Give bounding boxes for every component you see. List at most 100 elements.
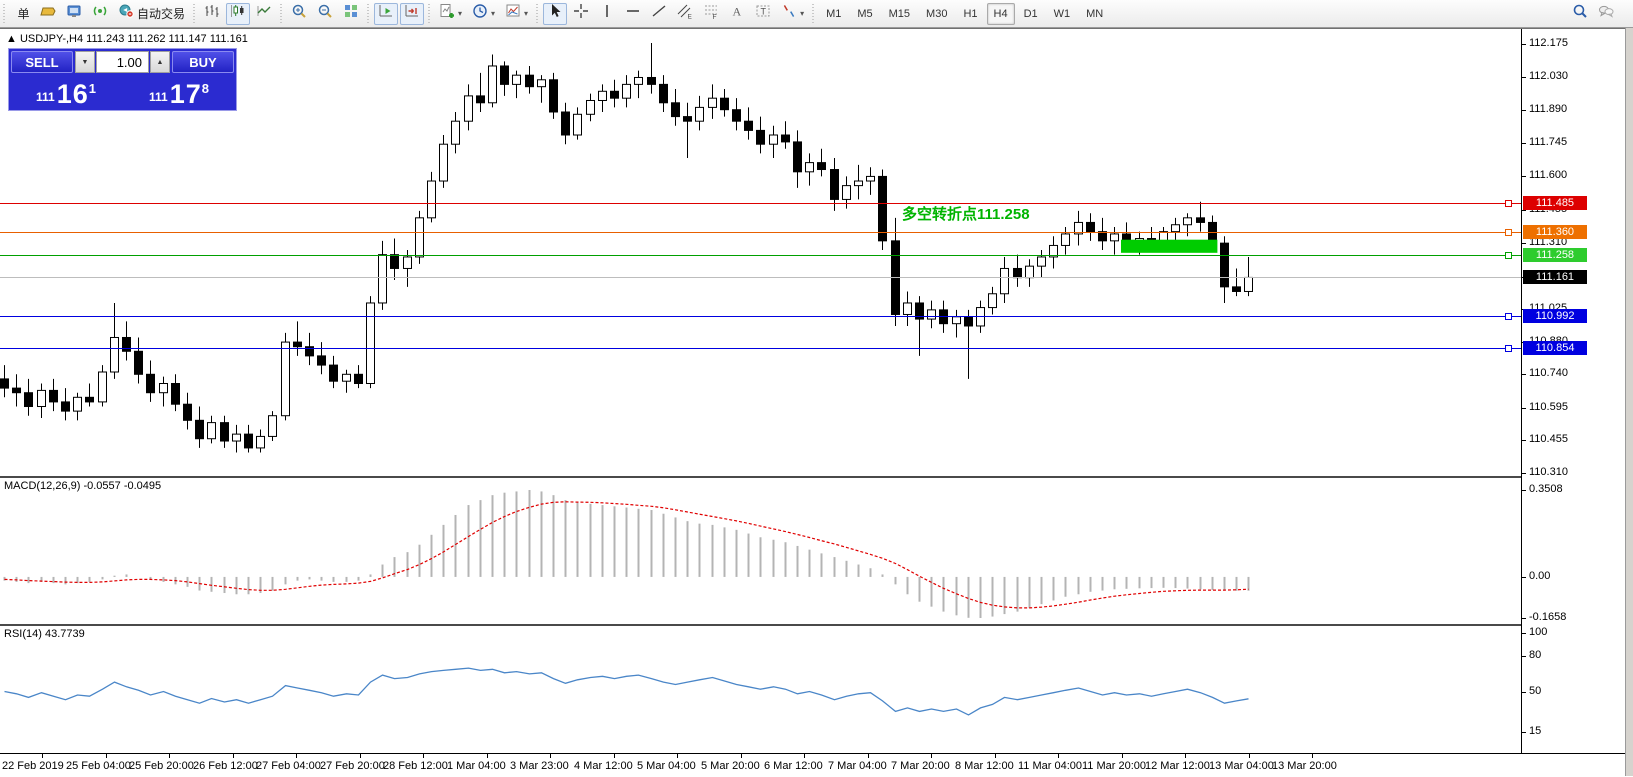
macd-pane[interactable] (0, 478, 1521, 624)
macd-label: MACD(12,26,9) -0.0557 -0.0495 (4, 480, 162, 492)
timeframe-w1-button[interactable]: W1 (1053, 7, 1071, 20)
time-tick-label: 6 Mar 12:00 (764, 760, 823, 772)
buy-price-prefix: 111 (149, 90, 168, 104)
template-icon (505, 3, 521, 24)
sell-price-display[interactable]: 111 16 1 (11, 75, 121, 108)
time-tick (1122, 754, 1123, 758)
timeframe-m5-button[interactable]: M5 (857, 7, 873, 20)
buy-button[interactable]: BUY (172, 51, 234, 73)
pane-separator[interactable] (0, 476, 1625, 478)
zoom-in-button[interactable] (287, 3, 311, 25)
crosshair-icon (573, 3, 589, 24)
sell-price-big: 16 (56, 79, 89, 109)
timeframe-h4-button[interactable]: H4 (986, 2, 1015, 25)
timeframe-h1-button[interactable]: H1 (963, 7, 978, 20)
price-badge: 111.258 (1523, 248, 1587, 262)
time-tick (169, 754, 170, 758)
time-tick-label: 13 Mar 20:00 (1272, 760, 1337, 772)
signals-button[interactable] (88, 3, 112, 25)
auto-scroll-button[interactable] (374, 2, 399, 25)
axis-tick-label: 0.00 (1529, 570, 1551, 582)
price-axis[interactable]: 112.175 112.030 111.890 111.745 111.600 111.4… (1521, 29, 1625, 753)
axis-tick (1522, 618, 1526, 619)
vline-icon (599, 3, 615, 24)
dropdown-caret-icon: ▾ (800, 9, 805, 18)
axis-tick (1522, 374, 1526, 375)
time-tick (233, 754, 234, 758)
search-button[interactable] (1568, 3, 1592, 25)
time-tick (296, 754, 297, 758)
axis-tick-label: 110.595 (1529, 401, 1568, 413)
line-chart-mode-button[interactable] (252, 3, 276, 25)
chart-shift-button[interactable] (400, 2, 425, 25)
time-tick (1249, 754, 1250, 758)
bar-chart-mode-button[interactable] (200, 3, 224, 25)
timeframe-mn-button[interactable]: MN (1086, 7, 1104, 20)
chat-button[interactable] (1594, 3, 1618, 25)
text-label-tool-button[interactable]: T (751, 3, 775, 25)
sell-button[interactable]: SELL (11, 51, 73, 73)
candlesticks (0, 42, 1253, 453)
timeframe-d1-button[interactable]: D1 (1023, 7, 1038, 20)
rsi-pane[interactable] (0, 626, 1521, 753)
timeframe-m30-button[interactable]: M30 (926, 7, 948, 20)
indicators-button[interactable]: ▾ (435, 3, 466, 25)
autotrade-icon (118, 3, 134, 24)
time-tick-label: 7 Mar 04:00 (828, 760, 887, 772)
toolbar-grip (192, 3, 198, 24)
timeframe-m15-button[interactable]: M15 (888, 7, 911, 20)
price-badge: 110.854 (1523, 341, 1587, 355)
pivot-annotation[interactable]: 多空转折点111.258 (902, 206, 1030, 223)
dropdown-caret-icon: ▾ (458, 9, 463, 18)
time-tick (1058, 754, 1059, 758)
arrows-tool-button[interactable]: ▾ (777, 3, 808, 25)
new-order-button[interactable]: 单 (17, 7, 30, 21)
clock-icon (472, 3, 488, 24)
axis-tick (1522, 176, 1526, 177)
line-handle (1505, 200, 1512, 207)
pane-separator[interactable] (0, 624, 1625, 626)
dropdown-caret-icon: ▾ (491, 9, 496, 18)
market-watch-button[interactable] (62, 3, 86, 25)
price-pane[interactable] (0, 31, 1521, 476)
volume-decrease-button[interactable]: ▼ (75, 51, 95, 73)
periods-button[interactable]: ▾ (468, 3, 499, 25)
zoom-out-button[interactable] (313, 3, 337, 25)
tile-windows-button[interactable] (339, 3, 363, 25)
crosshair-tool-button[interactable] (569, 3, 593, 25)
time-tick (677, 754, 678, 758)
horizontal-line-tool-button[interactable] (621, 3, 645, 25)
toolbar-grip (366, 3, 372, 24)
time-axis[interactable]: 22 Feb 2019 25 Feb 04:00 25 Feb 20:00 26 Fe… (0, 753, 1625, 777)
channel-icon: E (677, 3, 693, 24)
timeframe-m1-button[interactable]: M1 (826, 7, 842, 20)
vertical-line-tool-button[interactable] (595, 3, 619, 25)
axis-tick-label: 110.310 (1529, 466, 1568, 478)
arrows-icon (781, 3, 797, 24)
fibonacci-tool-button[interactable]: F (699, 3, 723, 25)
time-tick (42, 754, 43, 758)
volume-input[interactable]: 1.00 (96, 51, 149, 73)
price-badge: 110.992 (1523, 309, 1587, 323)
axis-tick-label: 15 (1529, 725, 1542, 737)
time-tick (741, 754, 742, 758)
symbol-ohlc-info: ▲ USDJPY-,H4 111.243 111.262 111.147 111… (6, 33, 248, 45)
signal-icon (92, 3, 108, 24)
volume-increase-button[interactable]: ▲ (150, 51, 170, 73)
one-click-trading-panel: SELL ▼ 1.00 ▲ BUY 111 16 1 111 17 8 (8, 48, 237, 111)
chart-window[interactable]: ▲ USDJPY-,H4 111.243 111.262 111.147 111… (0, 28, 1625, 777)
collapse-triangle-icon[interactable]: ▲ (6, 33, 17, 45)
text-tool-button[interactable]: A (725, 3, 749, 25)
equidistant-channel-tool-button[interactable]: E (673, 3, 697, 25)
time-tick (106, 754, 107, 758)
time-tick-label: 26 Feb 12:00 (193, 760, 258, 772)
auto-trading-button[interactable]: 自动交易 (114, 3, 189, 25)
axis-tick (1522, 732, 1526, 733)
trendline-tool-button[interactable] (647, 3, 671, 25)
time-tick-label: 11 Mar 20:00 (1082, 760, 1147, 772)
cursor-tool-button[interactable] (543, 2, 568, 25)
candlestick-mode-button[interactable] (226, 2, 251, 25)
templates-button[interactable]: ▾ (501, 3, 532, 25)
chart-profiles-button[interactable] (36, 3, 60, 25)
buy-price-display[interactable]: 111 17 8 (124, 75, 234, 108)
